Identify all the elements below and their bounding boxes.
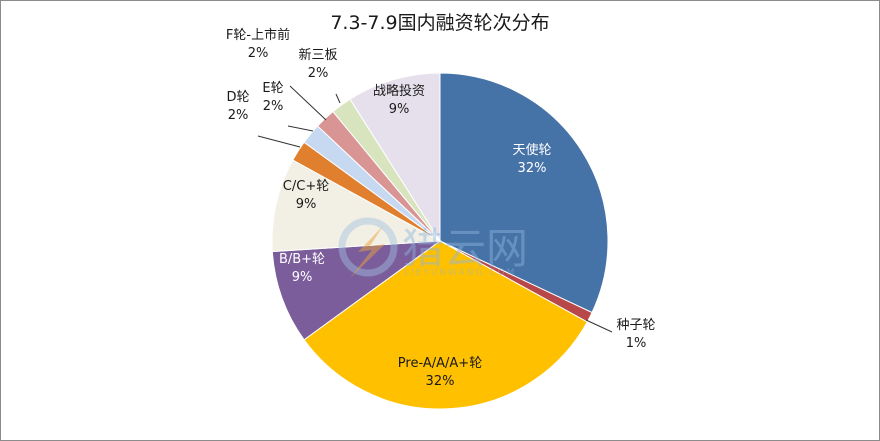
slice-label: B/B+轮 bbox=[279, 252, 325, 267]
watermark-logo-icon bbox=[338, 217, 398, 277]
slice-label: F轮-上市前 bbox=[226, 27, 290, 43]
slice-label: 新三板 bbox=[298, 47, 337, 63]
leader-line bbox=[335, 93, 341, 104]
pie-slice bbox=[439, 72, 609, 314]
chart-title: 7.3-7.9国内融资轮次分布 bbox=[330, 12, 550, 34]
slice-value-label: 32% bbox=[518, 161, 547, 176]
leader-line bbox=[289, 85, 327, 121]
slice-label: Pre-A/A/A+轮 bbox=[398, 356, 482, 371]
slice-value-label: 2% bbox=[263, 99, 284, 114]
slice-value-label: 2% bbox=[248, 46, 269, 61]
slice-label: 战略投资 bbox=[373, 83, 425, 99]
slice-value-label: 1% bbox=[626, 336, 647, 351]
slice-label: 种子轮 bbox=[616, 318, 655, 333]
pie-slice bbox=[271, 240, 442, 341]
slice-label: 天使轮 bbox=[512, 142, 551, 158]
pie-slice bbox=[271, 159, 442, 253]
slice-label: E轮 bbox=[262, 81, 283, 96]
pie-slice bbox=[349, 72, 441, 243]
watermark-subtext: LIEYUNWANG.COM bbox=[404, 268, 516, 278]
leader-line bbox=[257, 135, 301, 148]
slice-value-label: 9% bbox=[389, 102, 410, 117]
slice-value-label: 2% bbox=[308, 66, 329, 81]
watermark: 猎云网 LIEYUNWANG.COM bbox=[338, 217, 528, 278]
watermark-text: 猎云网 bbox=[402, 224, 528, 273]
slice-value-label: 2% bbox=[228, 108, 249, 123]
slice-label: D轮 bbox=[226, 90, 249, 105]
slice-value-label: 9% bbox=[296, 197, 317, 212]
slice-value-label: 32% bbox=[426, 374, 455, 389]
leader-line bbox=[585, 319, 613, 333]
slice-label: C/C+轮 bbox=[283, 179, 329, 194]
slice-value-label: 9% bbox=[292, 270, 313, 285]
leader-line bbox=[287, 125, 314, 132]
pie-slice bbox=[303, 240, 588, 410]
